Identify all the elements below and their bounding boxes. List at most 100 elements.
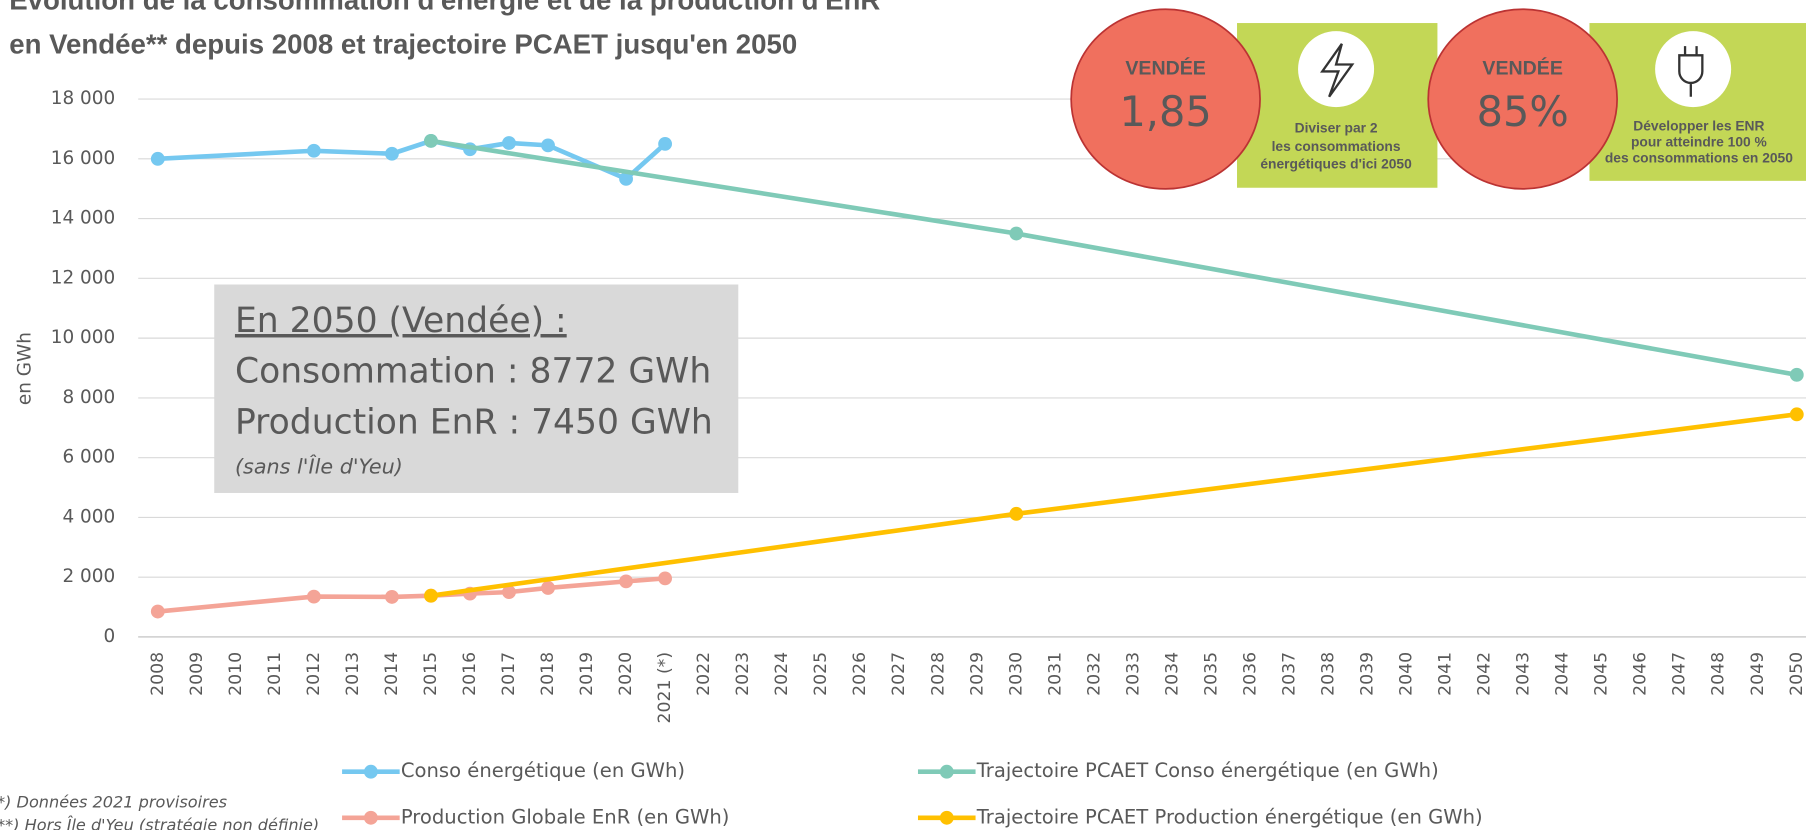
- data-point: [306, 143, 321, 158]
- legend-swatch: [363, 764, 378, 779]
- x-tick-label: 2029: [967, 652, 987, 696]
- x-tick-label: 2046: [1631, 652, 1651, 696]
- annotation-note: (sans l'Île d'Yeu): [235, 454, 403, 479]
- x-tick-label: 2021 (*): [655, 652, 675, 724]
- legend-swatch: [939, 764, 954, 779]
- x-tick-label: 2026: [850, 652, 870, 696]
- badge-icon: [1655, 31, 1732, 108]
- badge-text: Diviser par 2: [1295, 120, 1378, 136]
- data-point: [658, 136, 673, 151]
- x-tick-label: 2045: [1592, 652, 1612, 696]
- annotation-heading: En 2050 (Vendée) :: [235, 301, 567, 341]
- y-tick-label: 14 000: [51, 208, 115, 229]
- chart-title: en Vendée** depuis 2008 et trajectoire P…: [9, 28, 797, 59]
- badge-circle: [1427, 8, 1618, 190]
- x-tick-label: 2018: [538, 652, 558, 696]
- y-tick-label: 16 000: [51, 148, 115, 169]
- badge-figure: 1,85: [1119, 88, 1211, 136]
- x-tick-label: 2044: [1553, 652, 1573, 696]
- x-tick-label: 2048: [1709, 652, 1729, 696]
- y-tick-label: 6 000: [62, 447, 115, 468]
- x-tick-label: 2050: [1787, 652, 1806, 696]
- x-tick-label: 2040: [1397, 652, 1417, 696]
- x-tick-label: 2034: [1162, 652, 1182, 696]
- x-tick-label: 2032: [1084, 652, 1104, 696]
- y-tick-label: 10 000: [51, 327, 115, 348]
- data-point: [541, 138, 555, 153]
- badge-text: les consommations: [1272, 138, 1401, 154]
- data-point: [619, 171, 633, 186]
- x-tick-label: 2025: [811, 652, 831, 696]
- chart-title: Évolution de la consommation d'énergie e…: [9, 0, 880, 16]
- x-tick-label: 2035: [1201, 652, 1221, 696]
- x-tick-label: 2043: [1514, 652, 1534, 696]
- series-line: [157, 138, 667, 182]
- legend-swatch: [363, 810, 378, 825]
- data-point: [541, 581, 555, 595]
- annotation-line: Production EnR : 7450 GWh: [235, 402, 713, 442]
- data-point: [306, 589, 321, 604]
- annotation-line: Consommation : 8772 GWh: [235, 352, 711, 392]
- x-tick-label: 2036: [1240, 652, 1260, 696]
- x-tick-label: 2041: [1436, 652, 1456, 696]
- x-tick-label: 2024: [772, 652, 792, 696]
- series-line: [157, 576, 666, 614]
- x-tick-label: 2031: [1045, 652, 1065, 696]
- x-tick-label: 2042: [1475, 652, 1495, 696]
- y-tick-label: 18 000: [51, 88, 115, 109]
- x-tick-label: 2016: [460, 652, 480, 696]
- x-tick-label: 2027: [889, 652, 909, 696]
- data-point: [502, 585, 516, 600]
- badge-text: des consommations en 2050: [1605, 150, 1793, 166]
- x-tick-label: 2030: [1006, 652, 1026, 696]
- x-tick-label: 2023: [733, 652, 753, 696]
- badge-region: VENDÉE: [1482, 56, 1563, 79]
- y-axis-label: en GWh: [14, 332, 35, 405]
- x-tick-label: 2038: [1319, 652, 1339, 696]
- footnote: (*) Données 2021 provisoires: [0, 792, 228, 811]
- data-point: [150, 604, 165, 619]
- x-tick-label: 2015: [421, 652, 441, 696]
- y-tick-label: 12 000: [51, 267, 115, 288]
- badge-circle: [1070, 8, 1261, 190]
- legend-label: Production Globale EnR (en GWh): [401, 805, 730, 828]
- badge-icon: [1678, 46, 1704, 97]
- data-point: [619, 574, 633, 589]
- data-point: [424, 588, 438, 603]
- x-tick-label: 2011: [265, 652, 285, 696]
- legend-label: Trajectoire PCAET Production énergétique…: [976, 805, 1483, 828]
- x-tick-label: 2017: [499, 652, 519, 696]
- x-tick-label: 2049: [1748, 652, 1768, 696]
- badge-text: pour atteindre 100 %: [1631, 133, 1767, 149]
- data-point: [658, 571, 673, 586]
- x-tick-label: 2019: [577, 652, 597, 696]
- legend-label: Trajectoire PCAET Conso énergétique (en …: [976, 759, 1439, 782]
- y-tick-label: 4 000: [62, 506, 115, 527]
- annotation-box: [214, 284, 739, 493]
- x-tick-label: 2022: [694, 652, 714, 696]
- x-tick-label: 2008: [148, 652, 168, 696]
- badge-region: VENDÉE: [1125, 56, 1206, 79]
- data-point: [1789, 407, 1804, 422]
- x-tick-label: 2014: [382, 652, 402, 696]
- x-tick-label: 2028: [928, 652, 948, 696]
- y-tick-label: 8 000: [62, 387, 115, 408]
- x-tick-label: 2039: [1358, 652, 1378, 696]
- x-tick-label: 2033: [1123, 652, 1143, 696]
- y-tick-label: 2 000: [62, 566, 115, 587]
- x-tick-label: 2009: [187, 652, 207, 696]
- legend-swatch: [939, 810, 954, 825]
- data-point: [424, 133, 438, 148]
- data-point: [1789, 367, 1804, 382]
- x-tick-label: 2020: [616, 652, 636, 696]
- footnote: (**) Hors Île d'Yeu (stratégie non défin…: [0, 815, 319, 830]
- data-point: [502, 136, 516, 150]
- x-tick-label: 2010: [226, 652, 246, 696]
- data-point: [385, 146, 399, 161]
- badge-text: énergétiques d'ici 2050: [1260, 155, 1412, 171]
- x-tick-label: 2047: [1670, 652, 1690, 696]
- data-point: [385, 589, 399, 604]
- badge-figure: 85%: [1477, 88, 1569, 136]
- x-tick-label: 2037: [1279, 652, 1299, 696]
